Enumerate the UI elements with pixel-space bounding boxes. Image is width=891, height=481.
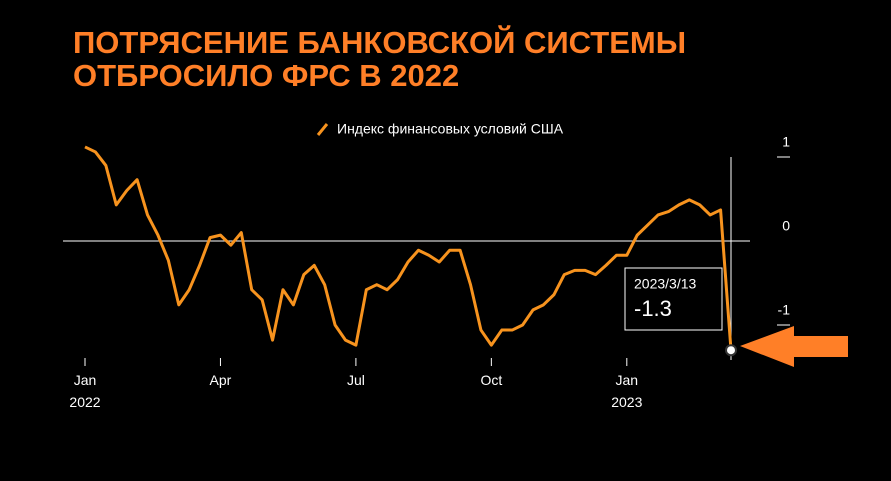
x-tick-label: Oct (480, 372, 502, 388)
x-tick-label-line: Jul (347, 372, 365, 388)
tooltip-box (624, 267, 723, 331)
x-tick-label: Jan 2023 (611, 372, 642, 410)
y-tick-label: -1 (778, 302, 791, 318)
y-tick-label: 1 (782, 134, 790, 150)
x-tick-label-line: Apr (210, 372, 232, 388)
legend-swatch (316, 123, 329, 136)
x-tick-label-line: 2022 (69, 394, 100, 410)
x-tick-label-line: 2023 (611, 394, 642, 410)
data-line (84, 145, 733, 351)
x-tick-label: Jul (347, 372, 365, 388)
tooltip-value: -1.3 (634, 296, 672, 321)
arrow (740, 326, 848, 367)
chart-title: ПОТРЯСЕНИЕ БАНКОВСКОЙ СИСТЕМЫ (73, 24, 686, 60)
chart-title: ОТБРОСИЛО ФРС В 2022 (73, 58, 459, 93)
x-tick-label-line: Jan (74, 372, 97, 388)
x-tick-label: Jan 2022 (69, 372, 100, 410)
tooltip-date: 2023/3/13 (634, 276, 696, 292)
legend-label: Индекс финансовых условий США (337, 121, 564, 137)
annotation-marker (725, 344, 737, 357)
x-tick-label-line: Jan (616, 372, 639, 388)
y-tick-label: 0 (782, 218, 790, 234)
x-tick-label-line: Oct (480, 372, 502, 388)
x-tick-label: Apr (210, 372, 232, 388)
